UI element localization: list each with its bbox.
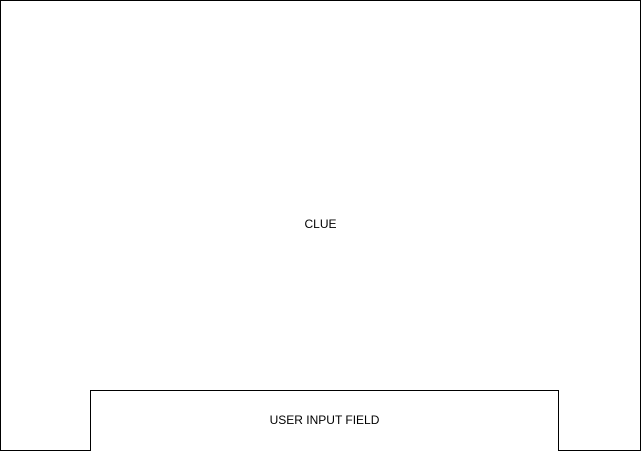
user-input-field-label: USER INPUT FIELD	[269, 413, 380, 427]
clue-label: CLUE	[304, 217, 337, 231]
user-input-field[interactable]: USER INPUT FIELD	[90, 390, 559, 451]
